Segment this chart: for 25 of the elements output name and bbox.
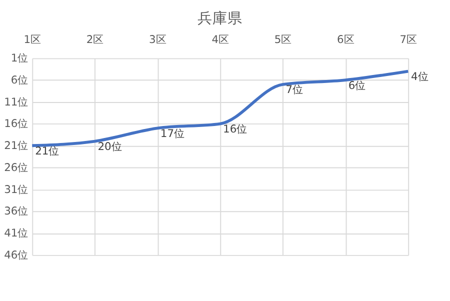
data-label: 7位 <box>286 83 304 96</box>
data-label: 16位 <box>223 122 248 136</box>
x-tick-label: 6区 <box>337 33 355 46</box>
y-tick-label: 16位 <box>4 117 29 130</box>
data-label: 6位 <box>348 78 366 92</box>
y-tick-label: 41位 <box>4 226 29 240</box>
data-label: 4位 <box>411 70 429 84</box>
data-label: 20位 <box>98 140 122 154</box>
y-tick-label: 21位 <box>4 139 29 152</box>
chart-title: 兵庫県 <box>198 10 243 28</box>
y-tick-label: 31位 <box>4 182 29 196</box>
x-tick-label: 4区 <box>212 33 230 46</box>
y-tick-label: 46位 <box>4 248 29 262</box>
data-label: 21位 <box>35 144 60 158</box>
y-tick-label: 1位 <box>10 52 29 65</box>
x-tick-label: 1区 <box>24 33 42 46</box>
y-tick-label: 26位 <box>4 160 29 174</box>
x-tick-label: 2区 <box>86 33 104 46</box>
x-tick-label: 3区 <box>149 33 167 46</box>
y-tick-label: 11位 <box>4 95 29 108</box>
x-tick-label: 7区 <box>400 33 418 46</box>
y-tick-label: 6位 <box>10 73 29 86</box>
x-tick-label: 5区 <box>274 33 292 46</box>
y-tick-label: 36位 <box>4 204 29 218</box>
data-label: 17位 <box>160 126 186 140</box>
